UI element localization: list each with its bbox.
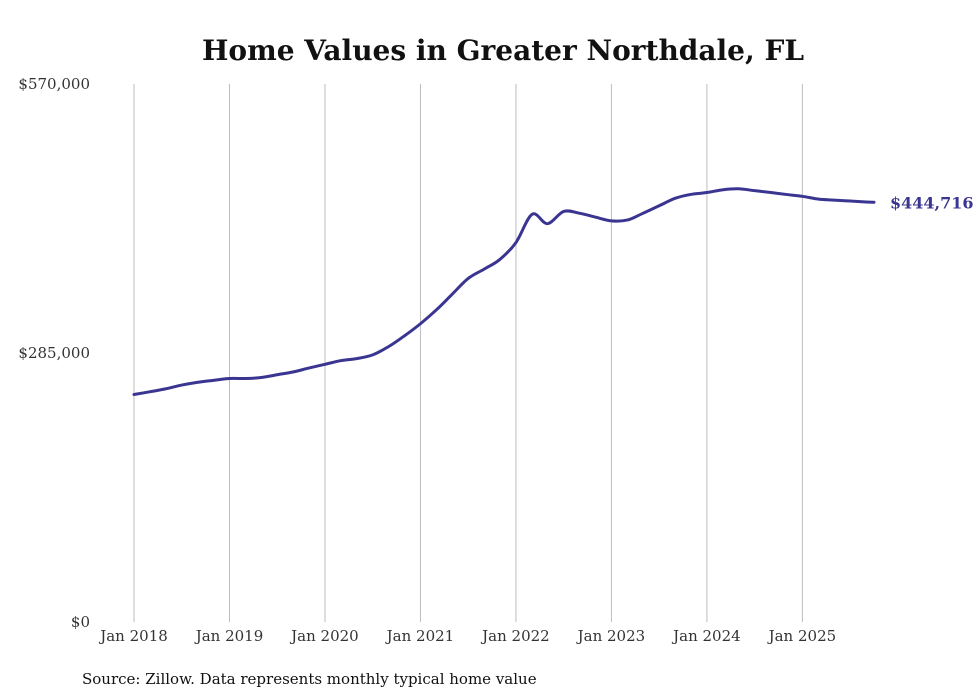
x-tick-label-1: Jan 2019 [194,627,264,645]
end-value-label: $444,716 [890,193,974,212]
y-axis-ticks: $0 $285,000 $570,000 [18,75,90,631]
x-tick-label-5: Jan 2023 [576,627,646,645]
series-layer [132,187,876,397]
x-tick-label-7: Jan 2025 [767,627,837,645]
y-tick-label-2: $570,000 [18,75,90,93]
y-tick-label-1: $285,000 [18,344,90,362]
x-tick-label-0: Jan 2018 [98,627,168,645]
vertical-grid [133,84,803,622]
chart-title: Home Values in Greater Northdale, FL [202,34,804,67]
x-tick-label-6: Jan 2024 [671,627,741,645]
x-tick-label-2: Jan 2020 [289,627,359,645]
series-line-0 [132,187,876,397]
y-tick-label-0: $0 [71,613,90,631]
x-tick-label-3: Jan 2021 [385,627,455,645]
x-tick-label-4: Jan 2022 [480,627,550,645]
source-note: Source: Zillow. Data represents monthly … [82,670,537,688]
x-axis-ticks: Jan 2018 Jan 2019 Jan 2020 Jan 2021 Jan 2022… [98,627,836,645]
